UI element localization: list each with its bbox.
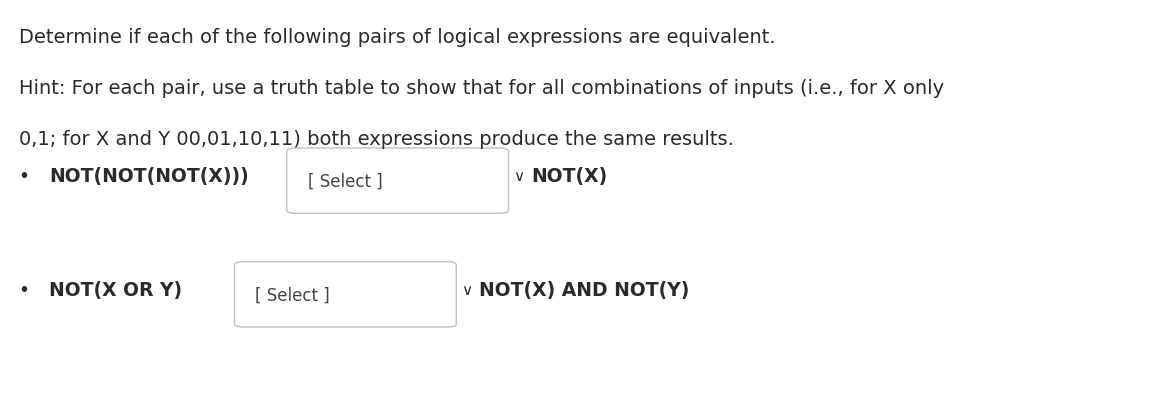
Text: Hint: For each pair, use a truth table to show that for all combinations of inpu: Hint: For each pair, use a truth table t…: [19, 79, 944, 98]
Text: ∨: ∨: [513, 169, 525, 183]
Text: ∨: ∨: [461, 282, 473, 297]
Text: •: •: [19, 280, 30, 299]
Text: NOT(NOT(NOT(X))): NOT(NOT(NOT(X))): [49, 167, 248, 185]
Text: 0,1; for X and Y 00,01,10,11) both expressions produce the same results.: 0,1; for X and Y 00,01,10,11) both expre…: [19, 130, 734, 149]
Text: NOT(X): NOT(X): [532, 167, 608, 185]
Text: [ Select ]: [ Select ]: [308, 172, 382, 190]
FancyBboxPatch shape: [235, 262, 456, 327]
Text: [ Select ]: [ Select ]: [255, 286, 330, 304]
Text: Determine if each of the following pairs of logical expressions are equivalent.: Determine if each of the following pairs…: [19, 28, 776, 47]
Text: NOT(X) AND NOT(Y): NOT(X) AND NOT(Y): [479, 280, 690, 299]
FancyBboxPatch shape: [287, 149, 509, 214]
Text: •: •: [19, 167, 30, 185]
Text: NOT(X OR Y): NOT(X OR Y): [49, 280, 182, 299]
